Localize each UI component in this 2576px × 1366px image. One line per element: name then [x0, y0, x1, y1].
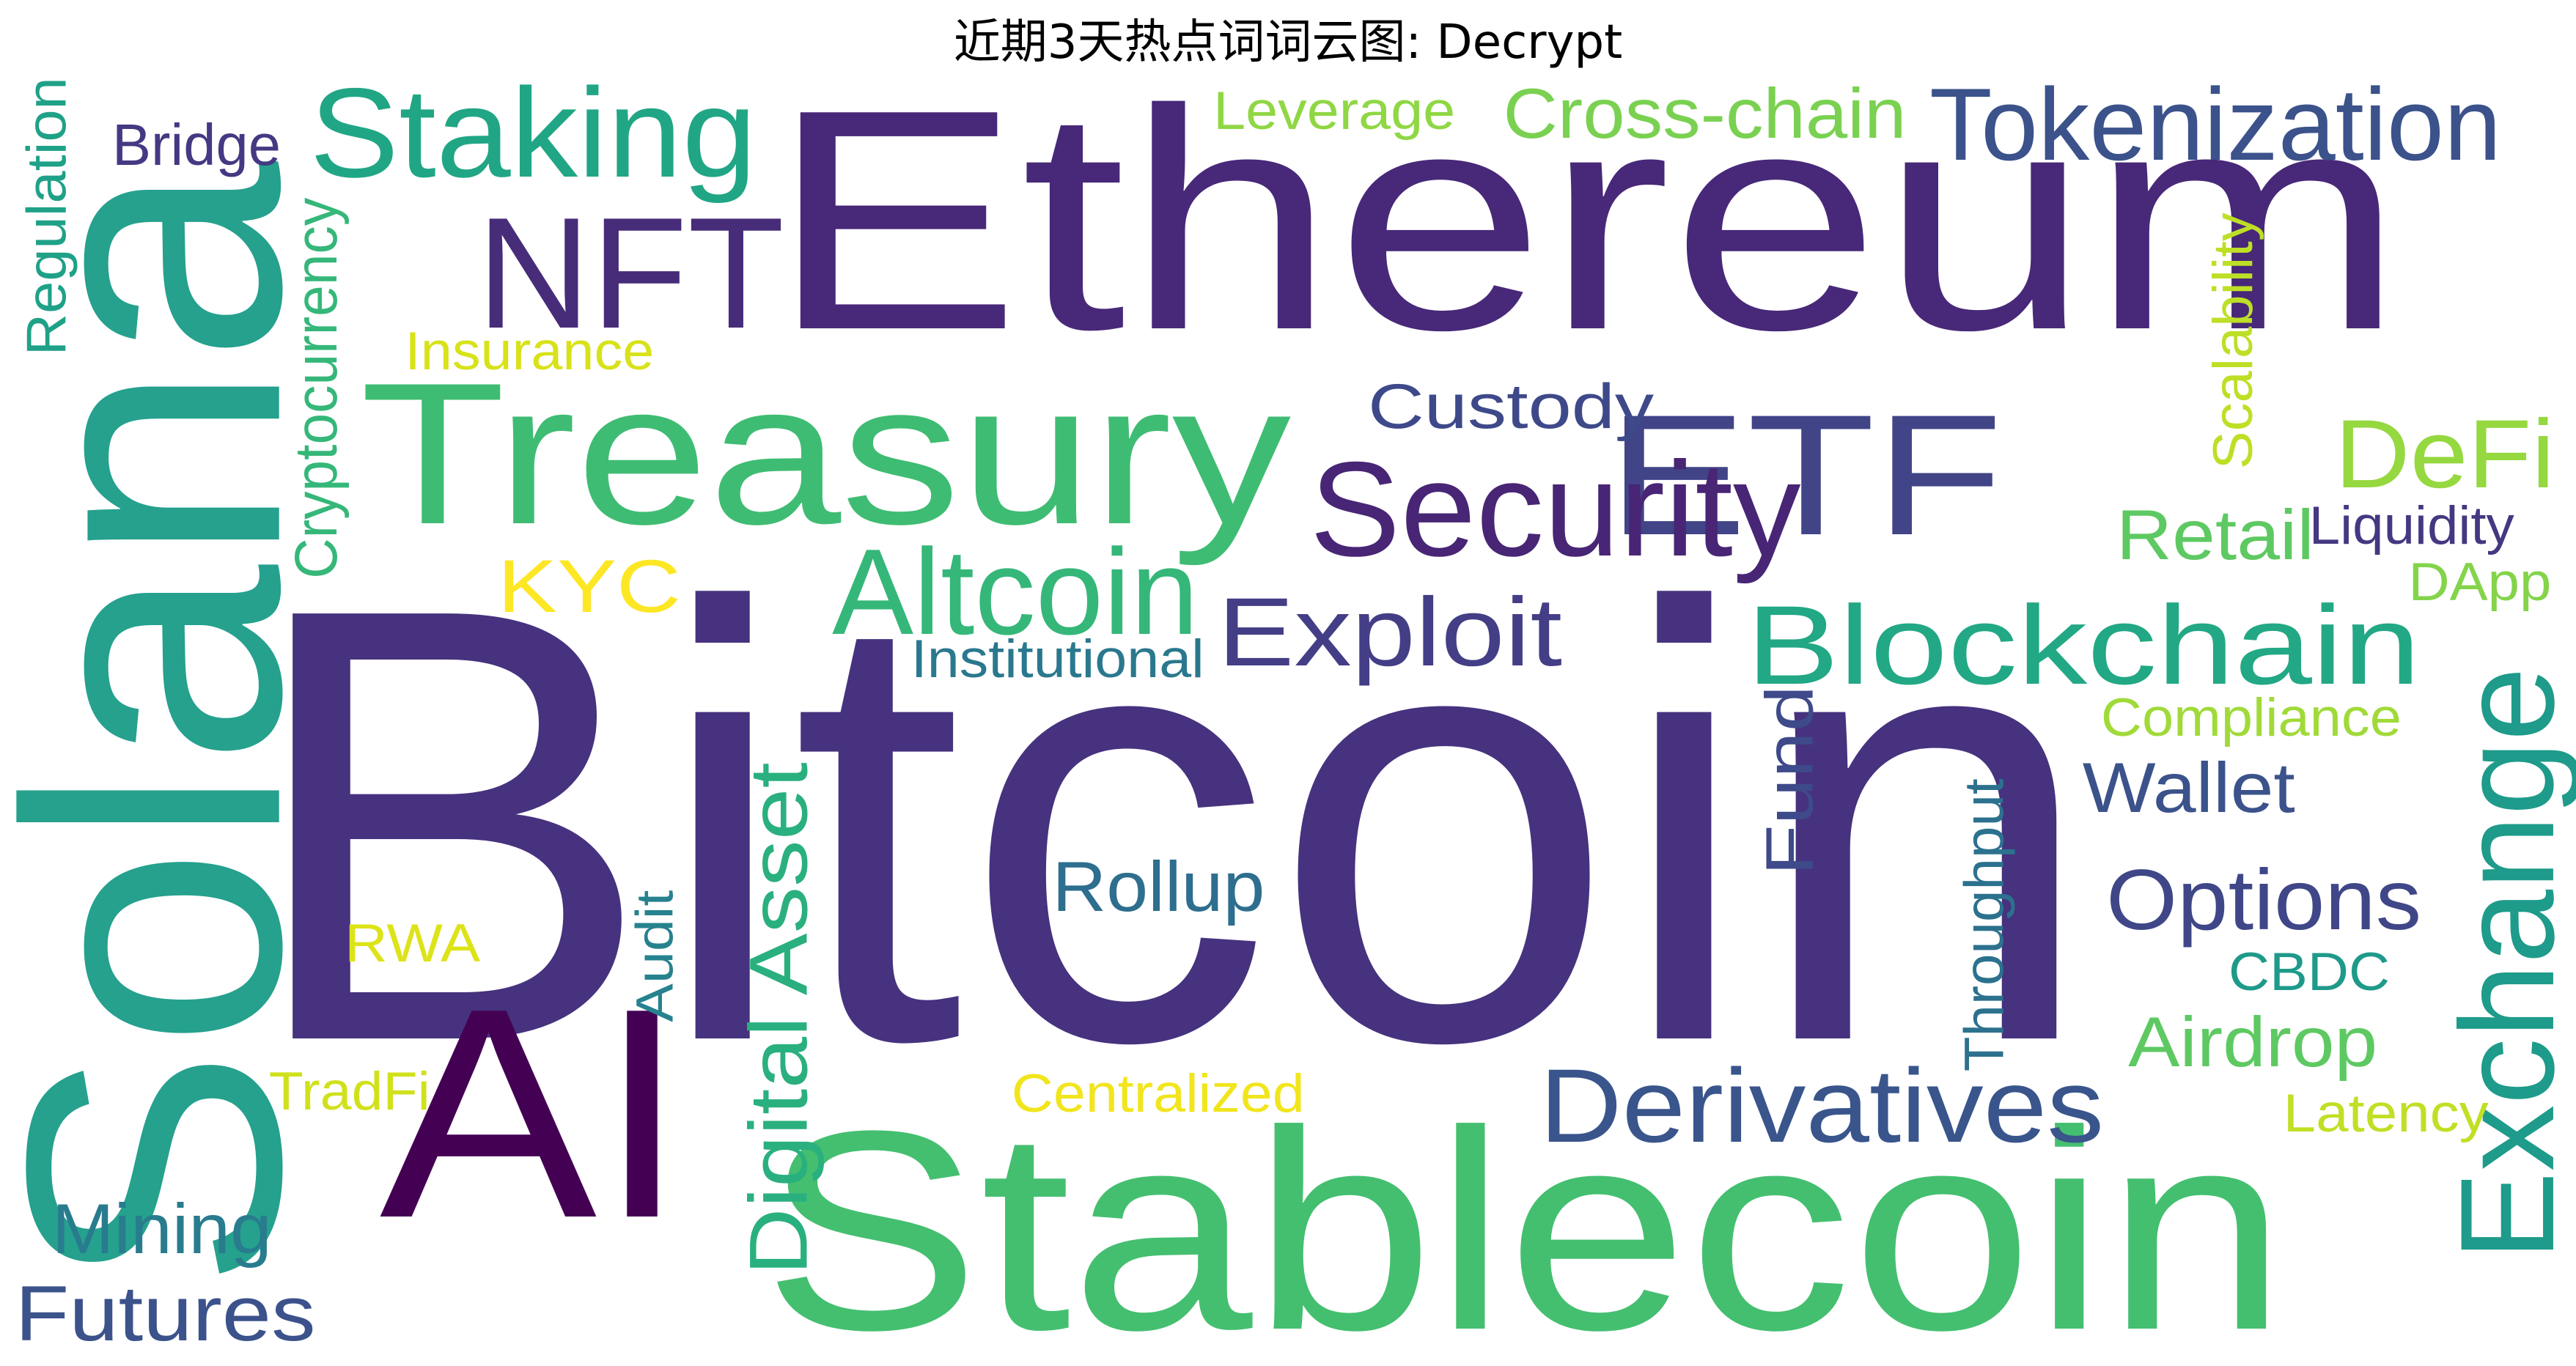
word-cross-chain: Cross-chain: [1502, 73, 1906, 153]
chart-title: 近期3天热点词词云图: Decrypt: [953, 15, 1623, 70]
word-exchange: Exchange: [2432, 667, 2576, 1260]
word-staking: Staking: [309, 62, 757, 204]
word-defi: DeFi: [2334, 399, 2555, 509]
word-tokenization: Tokenization: [1929, 66, 2501, 182]
word-liquidity: Liquidity: [2308, 495, 2514, 556]
word-wallet: Wallet: [2082, 747, 2295, 827]
word-audit: Audit: [625, 890, 685, 1023]
word-mining: Mining: [51, 1188, 272, 1269]
word-institutional: Institutional: [911, 629, 1204, 690]
word-kyc: KYC: [497, 544, 681, 628]
word-retail: Retail: [2116, 494, 2314, 575]
word-regulation: Regulation: [15, 77, 78, 355]
word-fund: Fund: [1753, 684, 1828, 876]
word-ai: AI: [379, 947, 688, 1280]
word-insurance: Insurance: [404, 321, 654, 382]
word-options: Options: [2105, 852, 2422, 948]
word-rollup: Rollup: [1052, 846, 1265, 926]
word-exploit: Exploit: [1217, 577, 1563, 687]
word-futures: Futures: [15, 1269, 317, 1358]
word-dapp: DApp: [2408, 552, 2552, 613]
word-etf: ETF: [1608, 378, 2003, 571]
word-altcoin: Altcoin: [832, 523, 1199, 660]
word-blockchain: Blockchain: [1746, 582, 2421, 708]
word-leverage: Leverage: [1212, 81, 1455, 141]
word-treasury: Treasury: [360, 342, 1291, 567]
word-custody: Custody: [1367, 371, 1654, 442]
word-cryptocurrency: Cryptocurrency: [283, 197, 350, 580]
word-bridge: Bridge: [111, 112, 281, 178]
word-scalability: Scalability: [2201, 213, 2264, 469]
word-cbdc: CBDC: [2229, 942, 2390, 1003]
word-nft: NFT: [476, 183, 784, 361]
word-bitcoin: Bitcoin: [242, 479, 2097, 1170]
word-compliance: Compliance: [2100, 687, 2402, 748]
word-derivatives: Derivatives: [1539, 1047, 2105, 1164]
word-digital-asset: Digital Asset: [732, 762, 825, 1275]
word-tradfi: TradFi: [268, 1061, 430, 1122]
word-rwa: RWA: [345, 913, 481, 974]
word-ethereum: Ethereum: [769, 43, 2405, 395]
word-security: Security: [1310, 434, 1801, 585]
word-stablecoin: Stablecoin: [762, 1072, 2287, 1366]
word-latency: Latency: [2283, 1083, 2489, 1144]
word-airdrop: Airdrop: [2128, 1001, 2377, 1082]
word-centralized: Centralized: [1012, 1063, 1305, 1124]
word-throughput: Throughput: [1953, 778, 2016, 1072]
